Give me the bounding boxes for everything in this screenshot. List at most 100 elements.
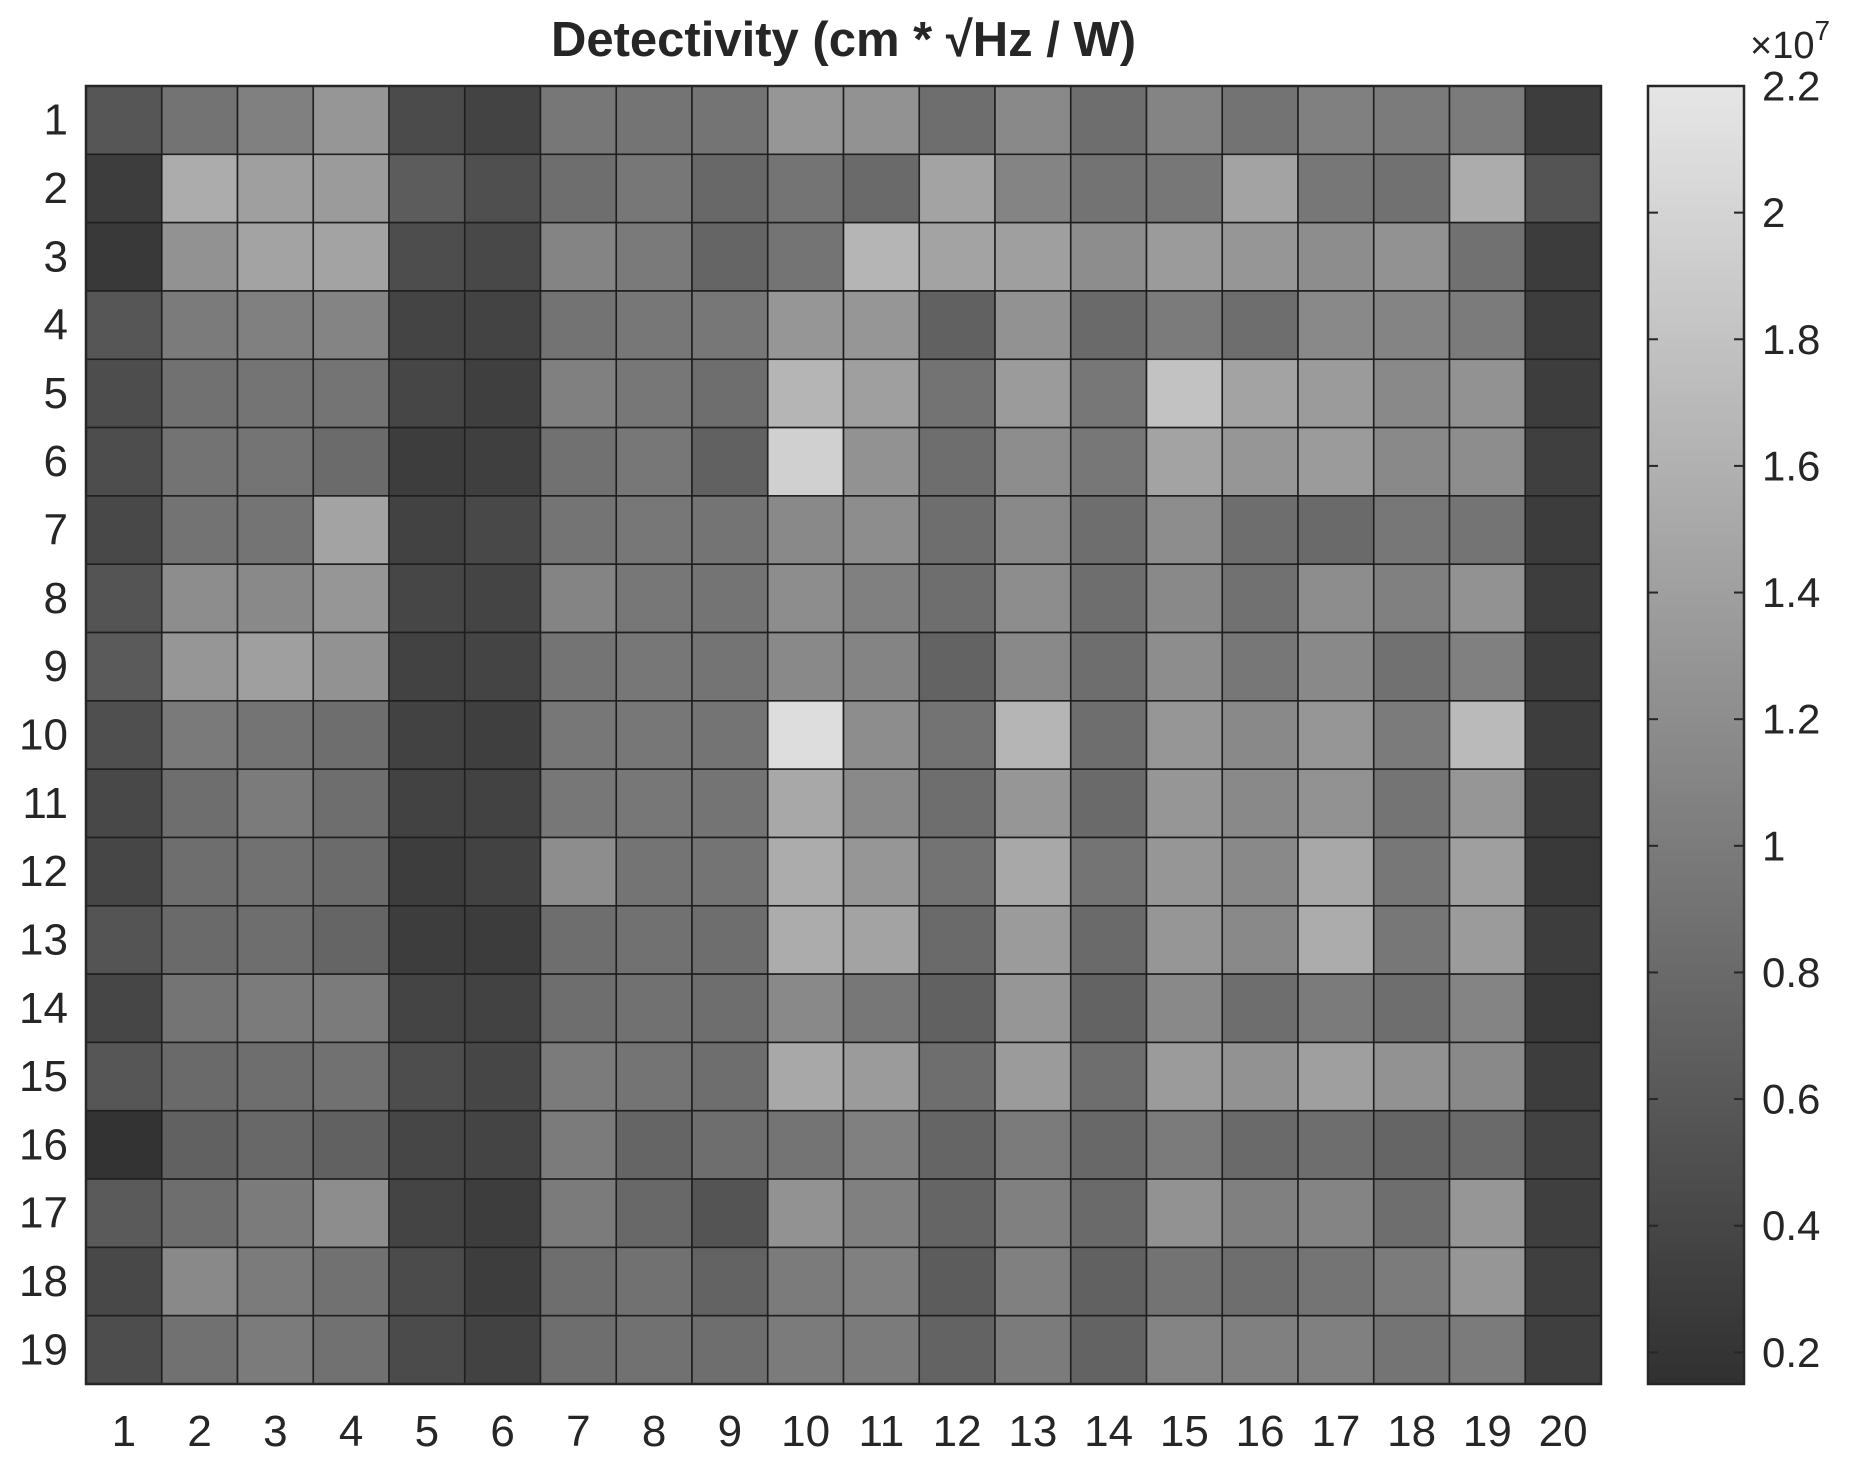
heatmap-cell	[766, 358, 845, 429]
heatmap-cell	[766, 836, 845, 907]
x-tick-label: 7	[566, 1407, 590, 1456]
heatmap-cell	[1221, 1109, 1299, 1180]
heatmap-cell	[918, 495, 996, 566]
colorbar-tick-label: 2	[1762, 189, 1785, 236]
heatmap-cell	[539, 1041, 618, 1112]
heatmap-cell	[388, 1041, 466, 1112]
heatmap-cell	[1448, 700, 1527, 770]
heatmap-cell	[1145, 426, 1224, 497]
heatmap-cell	[1297, 1178, 1375, 1249]
heatmap-cell	[1221, 836, 1299, 907]
heatmap-cell	[388, 768, 466, 839]
heatmap-cell	[236, 426, 315, 497]
heatmap-cell	[85, 973, 163, 1044]
heatmap-cell	[1524, 1314, 1602, 1385]
heatmap-cell	[236, 768, 315, 839]
y-tick-label: 6	[44, 437, 68, 486]
heatmap-cell	[160, 973, 239, 1044]
heatmap-cell	[1069, 153, 1148, 224]
heatmap-cell	[994, 495, 1072, 566]
heatmap-cell	[539, 153, 618, 224]
heatmap-cell	[85, 153, 163, 224]
heatmap-cell	[918, 426, 996, 497]
heatmap-cell	[160, 836, 239, 907]
heatmap-cell	[539, 700, 618, 770]
colorbar-tick-label: 0.6	[1762, 1076, 1820, 1123]
heatmap-cell	[918, 358, 996, 429]
heatmap-cell	[1145, 221, 1224, 292]
heatmap-cell	[1448, 768, 1527, 839]
heatmap-cell	[463, 904, 542, 975]
heatmap-cell	[1145, 1178, 1224, 1249]
heatmap-cell	[691, 1178, 769, 1249]
heatmap-cell	[842, 700, 921, 770]
heatmap-cell	[691, 1041, 769, 1112]
heatmap-cell	[691, 426, 769, 497]
heatmap-cell	[918, 768, 996, 839]
heatmap-cell	[1372, 358, 1451, 429]
heatmap-cell	[1524, 836, 1602, 907]
colorbar-tick-label: 1.8	[1762, 316, 1820, 363]
heatmap-cell	[1372, 904, 1451, 975]
heatmap-cell	[918, 1178, 996, 1249]
heatmap-cell	[1145, 1246, 1224, 1317]
heatmap-cell	[160, 1246, 239, 1317]
heatmap-cell	[1448, 904, 1527, 975]
heatmap-cell	[842, 495, 921, 566]
x-tick-label: 20	[1539, 1407, 1588, 1456]
heatmap-cell	[463, 426, 542, 497]
heatmap-cell	[1069, 1041, 1148, 1112]
heatmap-cell	[85, 836, 163, 907]
heatmap-cell	[1372, 631, 1451, 702]
heatmap-cell	[918, 700, 996, 770]
heatmap-cell	[615, 1109, 693, 1180]
y-tick-label: 2	[44, 164, 68, 213]
y-tick-label: 18	[19, 1257, 68, 1306]
heatmap-cell	[1524, 1041, 1602, 1112]
heatmap-cell	[388, 426, 466, 497]
heatmap-cell	[1145, 768, 1224, 839]
heatmap-cell	[918, 153, 996, 224]
heatmap-cell	[539, 973, 618, 1044]
heatmap-cell	[1221, 631, 1299, 702]
heatmap-cell	[85, 1109, 163, 1180]
heatmap-cell	[312, 1314, 390, 1385]
heatmap-cell	[1524, 563, 1602, 634]
heatmap-cell	[463, 358, 542, 429]
heatmap-cell	[1524, 631, 1602, 702]
heatmap-cell	[766, 1314, 845, 1385]
heatmap-cell	[615, 631, 693, 702]
heatmap-cell	[842, 153, 921, 224]
heatmap-cell	[539, 495, 618, 566]
heatmap-cell	[918, 631, 996, 702]
heatmap-cell	[236, 836, 315, 907]
x-tick-label: 13	[1008, 1407, 1057, 1456]
heatmap-cell	[312, 631, 390, 702]
heatmap-cell	[463, 290, 542, 361]
heatmap-cell	[1221, 426, 1299, 497]
heatmap-cell	[85, 1246, 163, 1317]
heatmap-cell	[1145, 836, 1224, 907]
heatmap-cell	[1221, 1246, 1299, 1317]
heatmap-cell	[312, 836, 390, 907]
y-tick-label: 3	[44, 232, 68, 281]
heatmap-cell	[160, 85, 239, 156]
heatmap-cell	[85, 1178, 163, 1249]
heatmap-cell	[1069, 836, 1148, 907]
heatmap-cell	[1448, 973, 1527, 1044]
heatmap-cell	[766, 563, 845, 634]
heatmap-cell	[1297, 426, 1375, 497]
heatmap-cell	[85, 563, 163, 634]
heatmap-cell	[1448, 1109, 1527, 1180]
heatmap-cell	[1372, 1109, 1451, 1180]
heatmap-cell	[766, 1109, 845, 1180]
heatmap-cell	[918, 1314, 996, 1385]
y-tick-label: 4	[44, 301, 68, 350]
x-tick-label: 10	[781, 1407, 830, 1456]
heatmap-cell	[388, 495, 466, 566]
heatmap-cell	[236, 1246, 315, 1317]
heatmap-cell	[236, 631, 315, 702]
heatmap-cell	[691, 1109, 769, 1180]
heatmap-cell	[463, 631, 542, 702]
